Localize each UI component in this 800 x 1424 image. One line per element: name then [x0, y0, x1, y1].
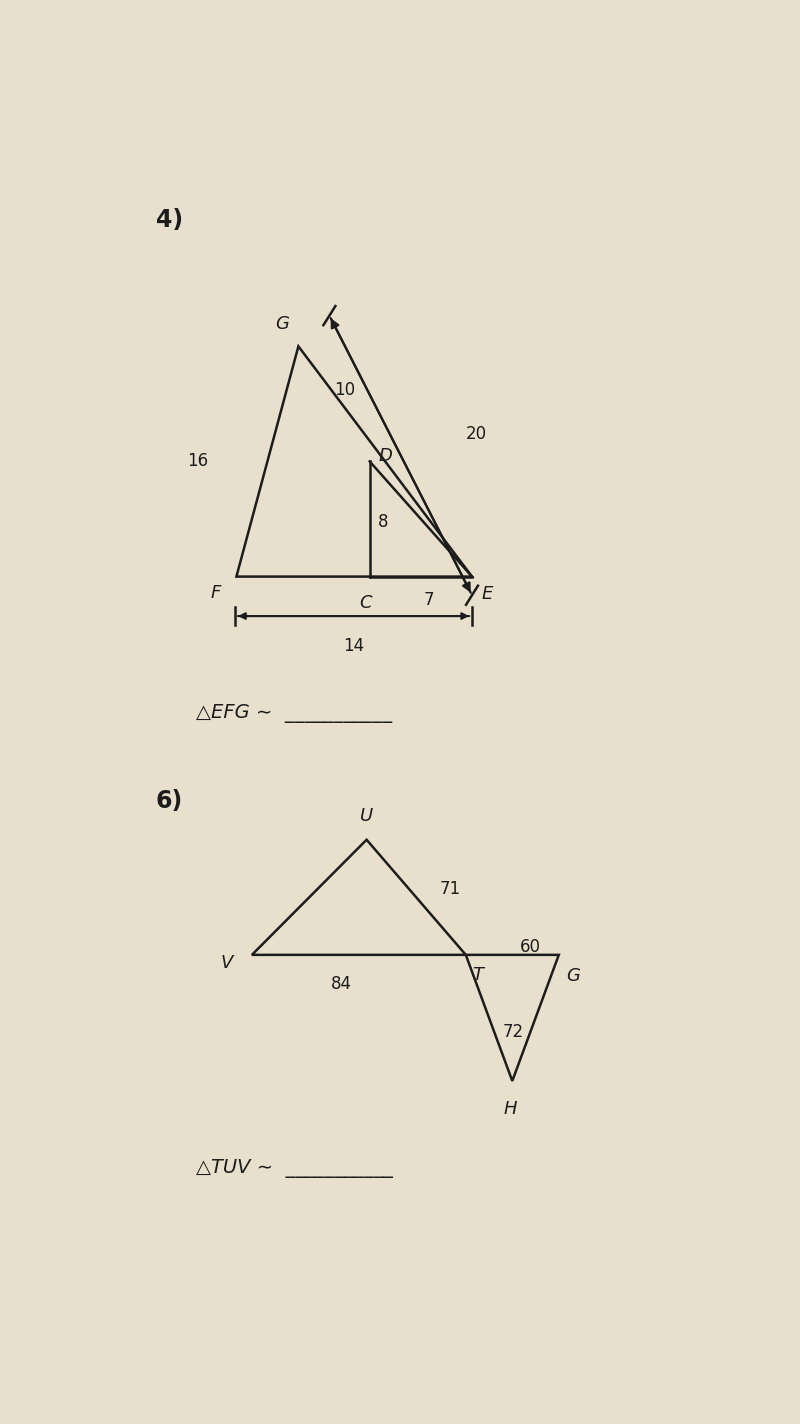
Text: 71: 71 — [439, 880, 460, 899]
Text: 8: 8 — [378, 513, 388, 531]
Text: V: V — [221, 954, 234, 971]
Text: 10: 10 — [334, 382, 355, 399]
Text: D: D — [379, 447, 393, 466]
Text: 20: 20 — [466, 424, 487, 443]
Text: E: E — [482, 585, 493, 604]
Text: H: H — [504, 1099, 517, 1118]
Text: 16: 16 — [187, 453, 209, 470]
Text: C: C — [359, 594, 372, 612]
Text: △TUV ∼  ___________: △TUV ∼ ___________ — [196, 1159, 393, 1178]
Text: 6): 6) — [156, 789, 183, 813]
Text: G: G — [275, 315, 289, 333]
Text: 84: 84 — [331, 974, 352, 993]
Text: 14: 14 — [343, 637, 364, 655]
Text: G: G — [566, 967, 580, 985]
Text: U: U — [360, 807, 373, 826]
Text: △EFG ∼  ___________: △EFG ∼ ___________ — [196, 703, 392, 723]
Text: F: F — [210, 584, 221, 602]
Text: 4): 4) — [156, 208, 183, 232]
Text: 72: 72 — [503, 1022, 524, 1041]
Text: 60: 60 — [520, 938, 542, 956]
Text: T: T — [472, 965, 483, 984]
Text: 7: 7 — [423, 591, 434, 609]
